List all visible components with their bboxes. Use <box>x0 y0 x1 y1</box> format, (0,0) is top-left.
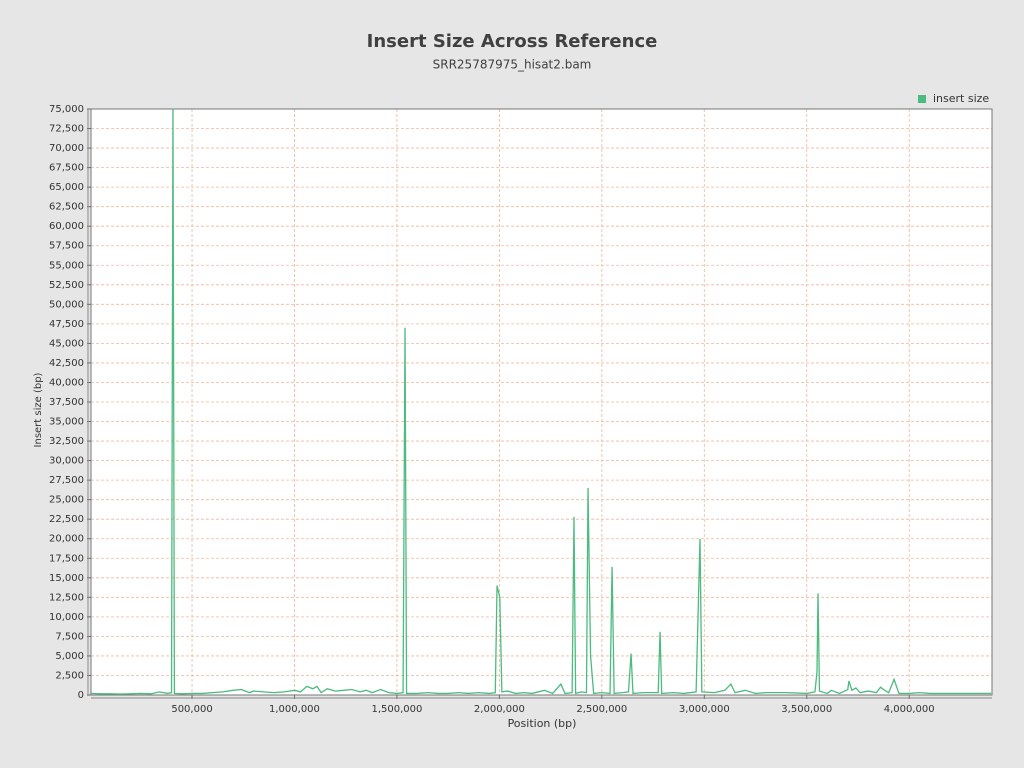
y-tick-label: 60,000 <box>49 221 84 232</box>
y-tick-label: 5,000 <box>55 651 84 662</box>
y-tick-label: 2,500 <box>55 670 84 681</box>
x-axis-label: Position (bp) <box>508 717 577 730</box>
x-tick-label: 2,500,000 <box>576 704 627 715</box>
y-tick-label: 25,000 <box>49 495 84 506</box>
y-tick-label: 22,500 <box>49 514 84 525</box>
y-tick-label: 72,500 <box>49 124 84 135</box>
x-tick-label: 1,500,000 <box>371 704 422 715</box>
y-tick-label: 62,500 <box>49 202 84 213</box>
x-tick-label: 3,000,000 <box>679 704 730 715</box>
y-tick-label: 42,500 <box>49 358 84 369</box>
y-tick-label: 47,500 <box>49 319 84 330</box>
y-tick-label: 45,000 <box>49 338 84 349</box>
y-tick-label: 27,500 <box>49 475 84 486</box>
y-tick-label: 57,500 <box>49 241 84 252</box>
chart-title: Insert Size Across Reference <box>367 31 658 52</box>
y-tick-label: 40,000 <box>49 377 84 388</box>
y-tick-label: 32,500 <box>49 436 84 447</box>
y-tick-label: 37,500 <box>49 397 84 408</box>
y-tick-label: 12,500 <box>49 592 84 603</box>
y-tick-label: 52,500 <box>49 280 84 291</box>
legend-label: insert size <box>933 92 989 105</box>
series-line <box>91 108 992 695</box>
x-tick-label: 2,000,000 <box>474 704 525 715</box>
y-tick-label: 17,500 <box>49 553 84 564</box>
y-tick-label: 7,500 <box>55 631 84 642</box>
y-tick-label: 50,000 <box>49 299 84 310</box>
y-tick-label: 75,000 <box>49 104 84 115</box>
y-axis-label: Insert size (bp) <box>33 372 44 447</box>
x-tick-label: 500,000 <box>171 704 212 715</box>
y-tick-label: 20,000 <box>49 534 84 545</box>
y-tick-label: 65,000 <box>49 182 84 193</box>
y-tick-label: 55,000 <box>49 260 84 271</box>
y-tick-label: 70,000 <box>49 143 84 154</box>
y-tick-label: 15,000 <box>49 573 84 584</box>
y-tick-label: 67,500 <box>49 163 84 174</box>
chart-subtitle: SRR25787975_hisat2.bam <box>433 58 592 72</box>
y-tick-label: 0 <box>78 690 84 701</box>
x-tick-label: 1,000,000 <box>269 704 320 715</box>
y-tick-label: 10,000 <box>49 612 84 623</box>
x-tick-label: 4,000,000 <box>884 704 935 715</box>
legend-swatch <box>918 95 926 103</box>
x-tick-label: 3,500,000 <box>781 704 832 715</box>
plot-border <box>90 108 993 696</box>
y-tick-label: 30,000 <box>49 456 84 467</box>
y-tick-label: 35,000 <box>49 417 84 428</box>
